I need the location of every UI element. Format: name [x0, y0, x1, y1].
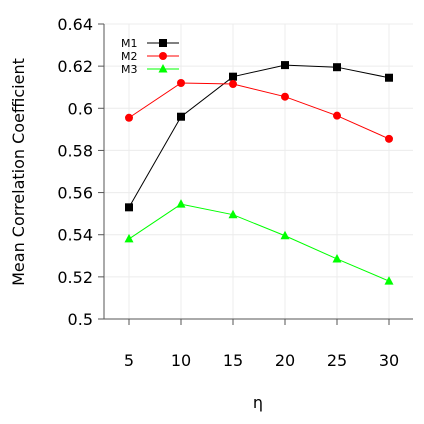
data-point [333, 111, 341, 120]
data-point [281, 61, 289, 70]
data-point [177, 112, 185, 121]
data-point [125, 113, 133, 122]
legend-marker [158, 64, 168, 73]
series-m1 [125, 61, 393, 212]
x-tick-label: 15 [223, 351, 243, 370]
x-tick-label: 5 [124, 351, 134, 370]
data-point [124, 233, 134, 243]
series-line [128, 64, 390, 208]
x-tick-label: 20 [275, 351, 295, 370]
gridlines [104, 23, 413, 320]
data-point [280, 230, 290, 240]
legend-label: M3 [121, 63, 138, 76]
data-point [332, 253, 342, 263]
legend-item-m2: M2 [121, 50, 179, 63]
legend-label: M2 [121, 50, 138, 63]
data-point [176, 199, 186, 208]
y-axis-title: Mean Correlation Coefficient [9, 58, 28, 286]
data-point [229, 80, 237, 89]
series-group [124, 61, 394, 285]
data-point [177, 79, 185, 87]
x-axis-title: η [253, 393, 263, 412]
data-point [125, 203, 133, 212]
y-tick-label: 0.64 [57, 15, 93, 34]
data-point [384, 276, 394, 285]
x-tick-label: 25 [327, 351, 347, 370]
legend-marker [159, 52, 167, 60]
data-point [385, 134, 393, 143]
x-tick-label: 10 [171, 351, 191, 370]
y-tick-label: 0.54 [57, 226, 93, 245]
data-point [333, 63, 341, 72]
x-tick-label: 30 [379, 351, 399, 370]
y-tick-label: 0.6 [68, 99, 93, 118]
y-tick-label: 0.58 [57, 141, 93, 160]
series-m3 [124, 199, 394, 285]
series-line [128, 82, 390, 140]
y-tick-label: 0.5 [68, 310, 93, 329]
y-tick-labels: 0.5 0.52 0.54 0.56 0.58 0.6 0.62 0.64 [57, 15, 93, 329]
y-tick-label: 0.52 [57, 268, 93, 287]
series-m2 [125, 79, 393, 143]
data-point [385, 73, 393, 82]
legend-label: M1 [121, 37, 138, 50]
data-point [229, 72, 237, 81]
data-point [228, 209, 238, 219]
y-tick-label: 0.62 [57, 57, 93, 76]
series-line [128, 203, 390, 282]
legend-item-m3: M3 [121, 63, 179, 76]
axes [98, 23, 413, 325]
data-point [281, 92, 289, 101]
x-tick-labels: 5 10 15 20 25 30 [124, 351, 399, 370]
legend-item-m1: M1 [121, 37, 179, 50]
y-tick-label: 0.56 [57, 184, 93, 203]
legend-marker [159, 39, 167, 47]
